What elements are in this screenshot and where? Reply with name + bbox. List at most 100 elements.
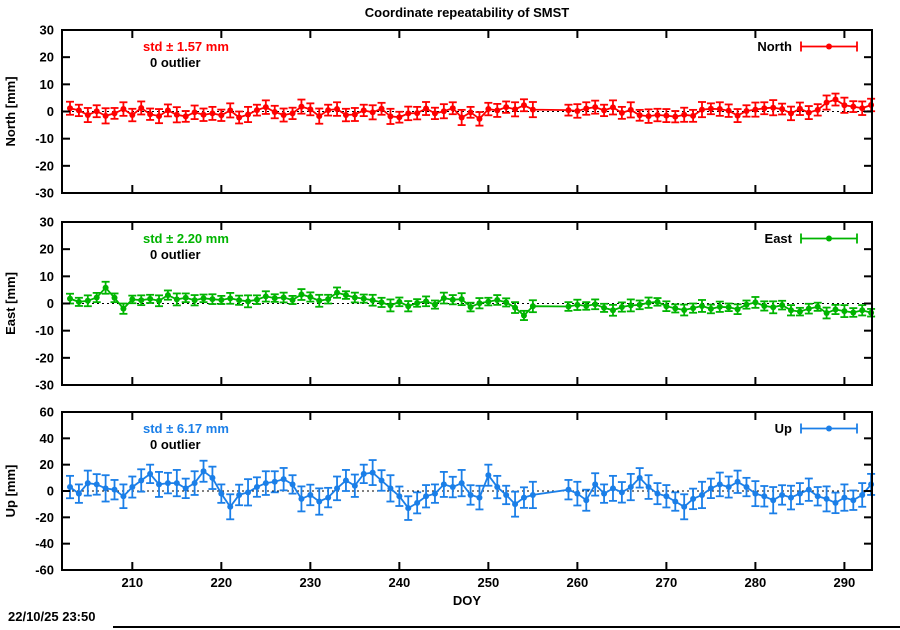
up-errorbar [404, 495, 413, 521]
up-errorbar [573, 480, 582, 507]
up-data-point [262, 480, 269, 487]
north-errorbar [671, 110, 680, 124]
east-errorbar [858, 304, 867, 317]
up-errorbar [724, 475, 733, 499]
east-errorbar [297, 288, 306, 301]
east-data-point [271, 295, 278, 302]
up-data-point [725, 484, 732, 491]
east-errorbar [600, 302, 609, 313]
up-data-point [850, 497, 857, 504]
north-errorbar [350, 107, 359, 122]
north-data-point [120, 106, 127, 113]
up-data-point [138, 477, 145, 484]
up-errorbar [502, 484, 511, 506]
up-errorbar [413, 491, 422, 515]
north-data-point [592, 104, 599, 111]
north-data-point [654, 112, 661, 119]
y-tick-label: 0 [47, 296, 54, 311]
north-data-point [102, 112, 109, 119]
y-axis-title: Up [mm] [3, 465, 18, 518]
up-errorbar [261, 470, 270, 496]
north-errorbar [457, 108, 466, 126]
north-data-point [752, 106, 759, 113]
north-errorbar [66, 100, 75, 116]
east-errorbar [466, 301, 475, 313]
east-data-point [218, 296, 225, 303]
up-data-point [280, 476, 287, 483]
east-data-point [138, 297, 145, 304]
north-data-point [271, 109, 278, 116]
east-data-point [823, 310, 830, 317]
north-data-point [93, 108, 100, 115]
east-errorbar [386, 298, 395, 313]
north-errorbar [849, 100, 858, 113]
east-data-point [360, 295, 367, 302]
north-data-point [761, 105, 768, 112]
north-data-point [707, 105, 714, 112]
north-data-point [814, 106, 821, 113]
east-errorbar [448, 294, 457, 306]
up-errorbar [733, 469, 742, 494]
north-data-point [440, 108, 447, 115]
up-data-point [494, 484, 501, 491]
up-errorbar [466, 484, 475, 506]
east-data-point [583, 302, 590, 309]
north-errorbar [644, 108, 653, 124]
up-data-point [645, 484, 652, 491]
up-data-point [592, 481, 599, 488]
y-tick-label: -30 [35, 186, 54, 201]
north-errorbar [146, 107, 155, 121]
north-errorbar [787, 105, 795, 122]
east-data-point [369, 297, 376, 304]
panel-up: 210 220 230 240 250 260 270 280 290 60 40 20 0 -20 -40… [3, 405, 876, 590]
north-errorbar [270, 104, 279, 120]
north-errorbar [626, 101, 635, 119]
up-data-point [93, 481, 100, 488]
y-tick-label: -20 [35, 158, 54, 173]
east-data-point [253, 296, 260, 303]
east-errorbar [528, 299, 537, 314]
east-errorbar [110, 292, 119, 304]
east-data-point [414, 299, 421, 306]
up-data-point [565, 486, 572, 493]
up-data-point [788, 494, 794, 501]
north-errorbar [795, 101, 804, 116]
up-errorbar [288, 474, 297, 495]
north-errorbar [448, 101, 457, 116]
east-data-point [520, 312, 527, 319]
north-errorbar [742, 104, 751, 118]
east-data-point [476, 300, 483, 307]
north-errorbar [101, 107, 110, 125]
east-errorbar [279, 291, 288, 304]
east-errorbar [787, 304, 795, 317]
up-errorbar [333, 475, 342, 502]
up-data-point [814, 493, 821, 500]
x-tick-label: 240 [389, 575, 411, 590]
east-errorbar [137, 294, 146, 307]
up-errorbar [430, 483, 439, 504]
east-data-point [654, 298, 661, 305]
north-errorbar [199, 107, 208, 122]
east-errorbar [689, 302, 698, 314]
up-errorbar [804, 477, 813, 502]
north-errorbar [315, 107, 324, 125]
north-data-point [601, 107, 608, 114]
up-errorbar [181, 477, 190, 500]
up-errorbar [644, 474, 653, 500]
east-data-point [574, 301, 581, 308]
up-errorbar [751, 480, 760, 508]
up-data-point [84, 480, 91, 487]
east-data-point [734, 306, 741, 313]
panel-north: 30 20 10 0 -10 -20 -30 North [mm] std ± 1.57 mm0… [3, 23, 876, 201]
east-errorbar [475, 297, 484, 310]
up-data-point [173, 480, 180, 487]
y-tick-label: 0 [47, 104, 54, 119]
east-data-point [796, 308, 803, 315]
east-data-point [458, 296, 465, 303]
y-tick-label: 60 [40, 405, 54, 420]
east-data-point [67, 295, 74, 302]
north-data-point [227, 107, 234, 114]
north-errorbar [110, 107, 119, 120]
up-errorbar [395, 485, 404, 507]
